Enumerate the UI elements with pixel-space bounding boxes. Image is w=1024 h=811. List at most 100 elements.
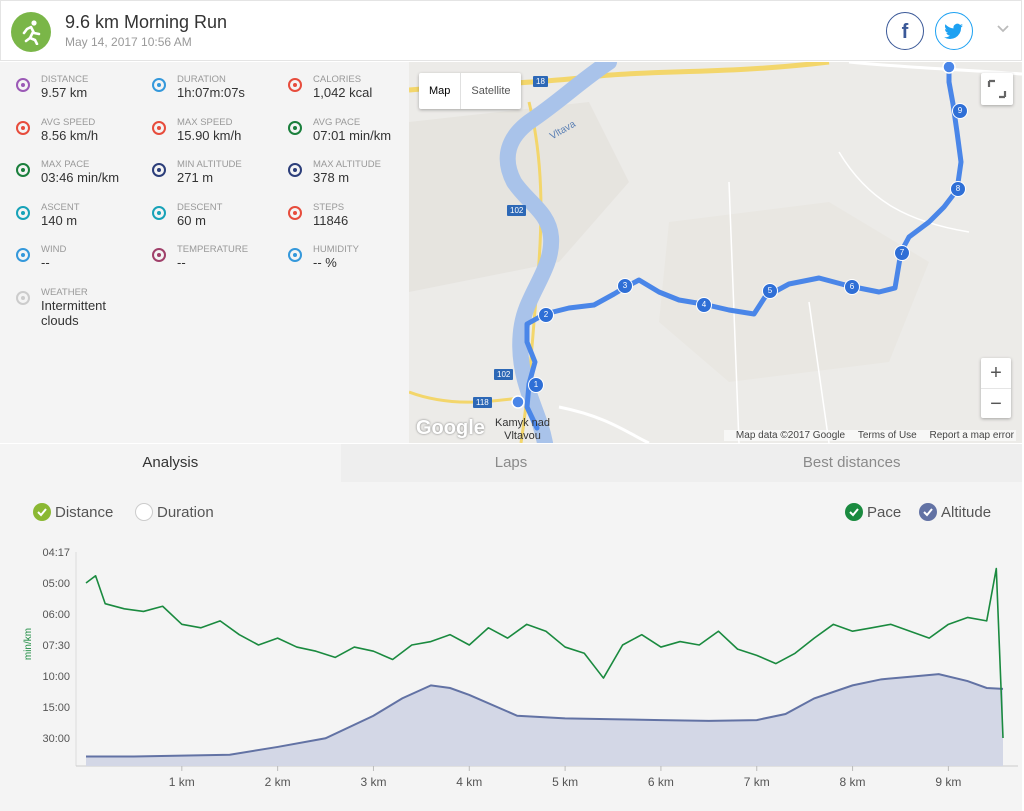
footsteps-icon xyxy=(288,206,302,220)
activity-header: 9.6 km Morning Run May 14, 2017 10:56 AM… xyxy=(0,0,1022,61)
map-type-control: Map Satellite xyxy=(419,73,521,109)
stat-value: 60 m xyxy=(177,213,206,228)
analysis-chart-panel: Distance Duration Pace Altitude 04:17 05:… xyxy=(0,482,1022,811)
route-marker-4[interactable]: 4 xyxy=(696,297,712,313)
stat-label: MAX PACE xyxy=(41,159,90,170)
pace-gauge-icon xyxy=(288,121,302,135)
running-man-icon xyxy=(11,12,51,52)
zoom-control: + − xyxy=(981,358,1011,418)
stat-label: STEPS xyxy=(313,202,345,213)
report-map-error-link[interactable]: Report a map error xyxy=(929,430,1014,441)
road-label: 18 xyxy=(533,76,548,87)
route-marker-8[interactable]: 8 xyxy=(950,181,966,197)
tab-laps[interactable]: Laps xyxy=(494,454,528,471)
map-canvas xyxy=(409,62,1022,443)
x-tick-label: 6 km xyxy=(648,775,674,789)
x-tick-label: 4 km xyxy=(456,775,482,789)
twitter-bird-icon xyxy=(944,23,963,39)
facebook-icon: f xyxy=(902,21,909,43)
route-marker-3[interactable]: 3 xyxy=(617,278,633,294)
route-marker-1[interactable]: 1 xyxy=(528,377,544,393)
analysis-tabs: Analysis Laps Best distances xyxy=(0,444,1022,482)
duration-toggle[interactable]: Duration xyxy=(135,503,214,521)
x-tick-label: 7 km xyxy=(744,775,770,789)
stat-value: -- xyxy=(177,255,186,270)
tab-analysis[interactable]: Analysis xyxy=(0,444,341,482)
distance-icon xyxy=(16,78,30,92)
pace-gauge-icon xyxy=(16,163,30,177)
route-marker-6[interactable]: 6 xyxy=(844,279,860,295)
speedometer-icon xyxy=(152,121,166,135)
x-tick-label: 8 km xyxy=(840,775,866,789)
google-logo: Google xyxy=(416,417,485,439)
checkmark-icon xyxy=(919,503,937,521)
tab-best-distances[interactable]: Best distances xyxy=(802,454,901,471)
route-marker-5[interactable]: 5 xyxy=(762,283,778,299)
y-tick-label: 07:30 xyxy=(42,640,70,652)
route-marker-7[interactable]: 7 xyxy=(894,245,910,261)
route-marker-2[interactable]: 2 xyxy=(538,307,554,323)
fullscreen-icon xyxy=(987,79,1007,99)
flame-icon xyxy=(288,78,302,92)
terms-link[interactable]: Terms of Use xyxy=(857,430,917,441)
checkmark-icon xyxy=(33,503,51,521)
facebook-share-button[interactable]: f xyxy=(886,12,924,50)
stat-value: 140 m xyxy=(41,213,78,228)
stat-value: 11846 xyxy=(313,213,349,228)
road-label: 102 xyxy=(507,205,527,216)
map-data-credit: Map data ©2017 Google xyxy=(735,430,846,441)
mountain-icon xyxy=(288,163,302,177)
altitude-line xyxy=(86,673,1004,758)
y-tick-label: 15:00 xyxy=(42,702,70,714)
stat-label: AVG SPEED xyxy=(41,117,96,128)
duration-toggle-label: Duration xyxy=(157,503,214,521)
stat-label: WEATHER xyxy=(41,287,88,298)
stat-label: DURATION xyxy=(177,74,226,85)
fullscreen-button[interactable] xyxy=(981,73,1013,105)
pace-toggle[interactable]: Pace xyxy=(845,503,901,521)
road-label: 102 xyxy=(494,369,514,380)
stat-label: HUMIDITY xyxy=(313,244,359,255)
chevron-down-icon[interactable] xyxy=(995,21,1011,42)
y-tick-label: 30:00 xyxy=(42,733,70,745)
checkmark-icon xyxy=(845,503,863,521)
stopwatch-icon xyxy=(152,78,166,92)
stats-panel: DISTANCE 9.57 km DURATION 1h:07m:07s CALORIE… xyxy=(0,62,409,443)
stat-label: CALORIES xyxy=(313,74,362,85)
pace-altitude-chart[interactable]: 04:17 05:00 06:00 07:30 10:00 15:00 30:00 min/k… xyxy=(0,482,1022,811)
y-tick-label: 10:00 xyxy=(42,671,70,683)
town-label: Kamyk nad Vltavou xyxy=(495,417,551,442)
humidity-icon xyxy=(288,248,302,262)
twitter-share-button[interactable] xyxy=(935,12,973,50)
y-axis-label: min/km xyxy=(23,628,34,660)
stat-value: 8.56 km/h xyxy=(41,128,99,143)
stat-value: 1h:07m:07s xyxy=(177,85,245,100)
stat-label: ASCENT xyxy=(41,202,80,213)
distance-toggle[interactable]: Distance xyxy=(33,503,113,521)
stat-label: TEMPERATURE xyxy=(177,244,249,255)
zoom-in-button[interactable]: + xyxy=(981,358,1011,389)
stat-value: -- xyxy=(41,255,50,270)
speedometer-icon xyxy=(16,121,30,135)
road-label: 118 xyxy=(473,397,492,408)
map-type-satellite-button[interactable]: Satellite xyxy=(460,73,520,109)
x-tick-label: 5 km xyxy=(552,775,578,789)
stat-value: 07:01 min/km xyxy=(313,128,392,143)
x-tick-label: 1 km xyxy=(169,775,195,789)
stat-label: MAX ALTITUDE xyxy=(313,159,381,170)
route-marker-9[interactable]: 9 xyxy=(952,103,968,119)
cloud-sun-icon xyxy=(16,291,30,305)
map-type-map-button[interactable]: Map xyxy=(429,85,451,97)
altitude-toggle[interactable]: Altitude xyxy=(919,503,991,521)
pace-line xyxy=(85,567,1004,739)
stat-value: 271 m xyxy=(177,170,214,185)
stat-value: 378 m xyxy=(313,170,350,185)
ascent-icon xyxy=(16,206,30,220)
descent-icon xyxy=(152,206,166,220)
pace-toggle-label: Pace xyxy=(867,503,902,521)
map-attribution: Map data ©2017 Google Terms of Use Repor… xyxy=(723,430,1016,441)
activity-datetime: May 14, 2017 10:56 AM xyxy=(65,35,192,49)
zoom-out-button[interactable]: − xyxy=(990,393,1002,415)
svg-text:f: f xyxy=(902,21,909,43)
